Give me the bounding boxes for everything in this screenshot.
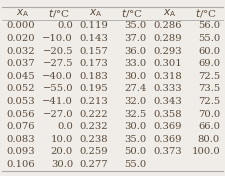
Text: 100.0: 100.0 xyxy=(191,147,220,156)
Text: 30.0: 30.0 xyxy=(124,72,146,81)
Text: 66.0: 66.0 xyxy=(198,122,220,131)
Text: $t$/°C: $t$/°C xyxy=(122,7,144,19)
Text: 30.0: 30.0 xyxy=(51,160,73,169)
Text: 0.238: 0.238 xyxy=(80,135,108,144)
Text: 55.0: 55.0 xyxy=(124,160,146,169)
Text: 0.143: 0.143 xyxy=(80,34,109,43)
Text: 0.259: 0.259 xyxy=(80,147,108,156)
Text: 0.195: 0.195 xyxy=(80,84,108,93)
Text: 0.045: 0.045 xyxy=(6,72,35,81)
Text: 50.0: 50.0 xyxy=(124,147,146,156)
Text: 0.083: 0.083 xyxy=(6,135,35,144)
Text: −27.5: −27.5 xyxy=(43,59,73,68)
Text: 0.286: 0.286 xyxy=(153,21,182,30)
Text: 0.318: 0.318 xyxy=(153,72,182,81)
Text: 0.0: 0.0 xyxy=(57,122,73,131)
Text: 72.5: 72.5 xyxy=(198,72,220,81)
Text: 69.0: 69.0 xyxy=(198,59,220,68)
Text: −20.5: −20.5 xyxy=(43,47,73,56)
Text: 37.0: 37.0 xyxy=(124,34,146,43)
Text: 0.301: 0.301 xyxy=(153,59,182,68)
Text: 0.052: 0.052 xyxy=(6,84,35,93)
Text: 36.0: 36.0 xyxy=(124,47,146,56)
Text: 32.0: 32.0 xyxy=(124,97,146,106)
Text: $x_{\rm A}$: $x_{\rm A}$ xyxy=(16,7,29,19)
Text: $t$/°C: $t$/°C xyxy=(195,7,217,19)
Text: 0.020: 0.020 xyxy=(6,34,35,43)
Text: 0.213: 0.213 xyxy=(80,97,108,106)
Text: −27.0: −27.0 xyxy=(43,110,73,119)
Text: 0.106: 0.106 xyxy=(6,160,35,169)
Text: $t$/°C: $t$/°C xyxy=(48,7,70,19)
Text: 0.173: 0.173 xyxy=(80,59,108,68)
Text: 0.369: 0.369 xyxy=(153,122,182,131)
Text: 0.0: 0.0 xyxy=(57,21,73,30)
Text: 33.0: 33.0 xyxy=(124,59,146,68)
Text: 0.232: 0.232 xyxy=(80,122,108,131)
Text: 0.373: 0.373 xyxy=(153,147,182,156)
Text: 56.0: 56.0 xyxy=(198,21,220,30)
Text: 0.369: 0.369 xyxy=(153,135,182,144)
Text: 0.037: 0.037 xyxy=(6,59,35,68)
Text: 35.0: 35.0 xyxy=(124,21,146,30)
Text: 32.5: 32.5 xyxy=(124,110,146,119)
Text: 0.183: 0.183 xyxy=(80,72,108,81)
Text: 0.053: 0.053 xyxy=(6,97,35,106)
Text: 73.5: 73.5 xyxy=(198,84,220,93)
Text: 20.0: 20.0 xyxy=(51,147,73,156)
Text: −55.0: −55.0 xyxy=(43,84,73,93)
Text: 10.0: 10.0 xyxy=(51,135,73,144)
Text: 72.5: 72.5 xyxy=(198,97,220,106)
Text: 0.333: 0.333 xyxy=(153,84,182,93)
Text: 80.0: 80.0 xyxy=(198,135,220,144)
Text: −41.0: −41.0 xyxy=(42,97,73,106)
Text: $x_{\rm A}$: $x_{\rm A}$ xyxy=(89,7,102,19)
Text: 0.293: 0.293 xyxy=(153,47,182,56)
Text: 0.289: 0.289 xyxy=(153,34,182,43)
Text: 0.157: 0.157 xyxy=(80,47,108,56)
Text: −40.0: −40.0 xyxy=(42,72,73,81)
Text: −10.0: −10.0 xyxy=(42,34,73,43)
Text: 0.358: 0.358 xyxy=(153,110,182,119)
Text: 0.222: 0.222 xyxy=(80,110,108,119)
Text: 0.277: 0.277 xyxy=(80,160,108,169)
Text: 0.032: 0.032 xyxy=(6,47,35,56)
Text: 30.0: 30.0 xyxy=(124,122,146,131)
Text: 27.4: 27.4 xyxy=(124,84,146,93)
Text: 0.076: 0.076 xyxy=(6,122,35,131)
Text: 0.343: 0.343 xyxy=(153,97,182,106)
Text: 60.0: 60.0 xyxy=(198,47,220,56)
Text: 0.093: 0.093 xyxy=(6,147,35,156)
Text: 0.119: 0.119 xyxy=(80,21,109,30)
Text: 55.0: 55.0 xyxy=(198,34,220,43)
Text: 70.0: 70.0 xyxy=(198,110,220,119)
Text: $x_{\rm A}$: $x_{\rm A}$ xyxy=(162,7,176,19)
Text: 0.000: 0.000 xyxy=(6,21,35,30)
Text: 0.056: 0.056 xyxy=(6,110,35,119)
Text: 35.0: 35.0 xyxy=(124,135,146,144)
